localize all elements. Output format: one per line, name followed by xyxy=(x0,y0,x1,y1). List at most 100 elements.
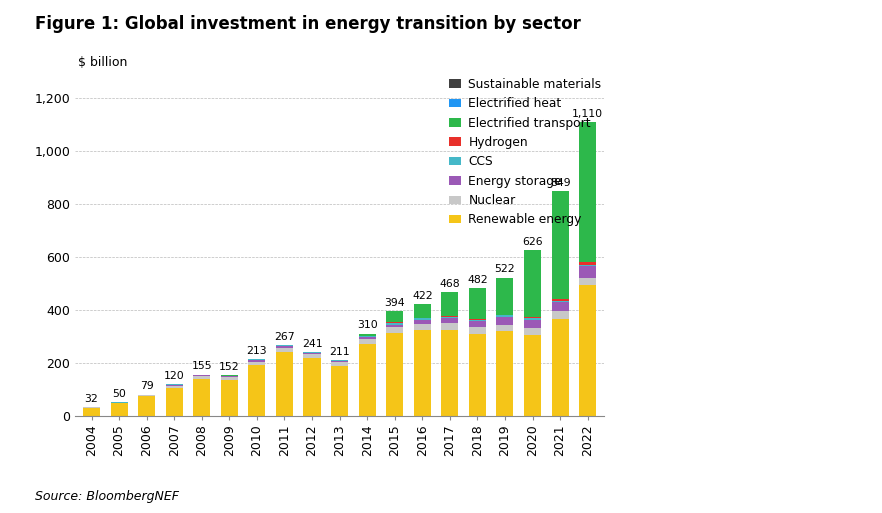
Bar xyxy=(303,353,320,354)
Bar xyxy=(386,325,403,327)
Bar xyxy=(386,333,403,416)
Text: 482: 482 xyxy=(467,275,488,285)
Bar xyxy=(193,377,210,379)
Bar xyxy=(441,317,459,319)
Bar xyxy=(469,320,486,322)
Bar xyxy=(469,319,486,320)
Bar xyxy=(193,375,210,376)
Bar xyxy=(469,322,486,327)
Bar xyxy=(441,319,459,323)
Bar xyxy=(441,323,459,330)
Text: 1,110: 1,110 xyxy=(572,109,603,119)
Bar xyxy=(579,263,596,265)
Bar xyxy=(249,360,265,362)
Bar xyxy=(414,320,430,324)
Bar xyxy=(551,301,569,302)
Bar xyxy=(579,278,596,285)
Bar xyxy=(524,318,541,319)
Bar xyxy=(138,395,155,397)
Text: 211: 211 xyxy=(329,347,350,357)
Bar xyxy=(359,344,376,416)
Bar xyxy=(249,365,265,416)
Text: 120: 120 xyxy=(164,370,184,381)
Bar xyxy=(386,327,403,333)
Bar xyxy=(249,362,265,365)
Bar xyxy=(469,333,486,416)
Bar xyxy=(166,386,183,388)
Bar xyxy=(551,191,569,299)
Text: 422: 422 xyxy=(412,291,432,301)
Bar xyxy=(551,319,569,416)
Bar xyxy=(414,324,430,330)
Bar xyxy=(469,288,486,319)
Bar xyxy=(166,385,183,386)
Text: 849: 849 xyxy=(549,178,571,188)
Bar xyxy=(276,345,293,346)
Text: 267: 267 xyxy=(274,332,295,342)
Bar xyxy=(386,323,403,325)
Text: Source: BloombergNEF: Source: BloombergNEF xyxy=(35,490,179,503)
Bar xyxy=(276,352,293,416)
Bar xyxy=(331,360,348,361)
Bar xyxy=(83,408,100,416)
Bar xyxy=(497,325,513,331)
Bar xyxy=(110,403,128,416)
Bar xyxy=(276,348,293,352)
Bar xyxy=(331,362,348,366)
Text: 394: 394 xyxy=(385,298,405,308)
Text: 155: 155 xyxy=(191,361,212,371)
Bar xyxy=(469,327,486,333)
Bar xyxy=(551,311,569,319)
Bar xyxy=(220,377,238,380)
Bar xyxy=(331,366,348,416)
Bar xyxy=(579,265,596,266)
Text: 152: 152 xyxy=(219,362,240,372)
Legend: Sustainable materials, Electrified heat, Electrified transport, Hydrogen, CCS, E: Sustainable materials, Electrified heat,… xyxy=(449,78,602,226)
Bar xyxy=(220,376,238,377)
Bar xyxy=(166,384,183,385)
Bar xyxy=(359,336,376,337)
Bar xyxy=(579,285,596,416)
Bar xyxy=(303,354,320,359)
Bar xyxy=(359,333,376,336)
Bar xyxy=(414,318,430,320)
Bar xyxy=(303,359,320,416)
Bar xyxy=(441,292,459,316)
Bar xyxy=(414,304,430,318)
Bar xyxy=(497,331,513,416)
Bar xyxy=(166,388,183,416)
Bar xyxy=(524,250,541,318)
Bar xyxy=(579,266,596,278)
Text: Figure 1: Global investment in energy transition by sector: Figure 1: Global investment in energy tr… xyxy=(35,15,581,33)
Bar xyxy=(303,352,320,353)
Bar xyxy=(524,328,541,335)
Bar xyxy=(193,376,210,377)
Text: 626: 626 xyxy=(522,237,542,247)
Bar xyxy=(83,407,100,408)
Bar xyxy=(386,311,403,323)
Text: 79: 79 xyxy=(139,382,153,391)
Bar xyxy=(138,397,155,416)
Bar xyxy=(193,379,210,416)
Text: 310: 310 xyxy=(356,321,377,330)
Text: $ billion: $ billion xyxy=(78,56,127,69)
Bar xyxy=(497,318,513,325)
Bar xyxy=(524,319,541,320)
Text: 32: 32 xyxy=(85,394,99,404)
Bar xyxy=(524,320,541,328)
Bar xyxy=(359,339,376,344)
Bar xyxy=(441,316,459,317)
Text: 522: 522 xyxy=(495,264,515,274)
Bar xyxy=(497,315,513,318)
Bar xyxy=(359,337,376,339)
Bar xyxy=(414,330,430,416)
Bar xyxy=(551,299,569,301)
Text: 468: 468 xyxy=(439,279,460,289)
Bar xyxy=(220,380,238,416)
Bar xyxy=(276,346,293,348)
Bar xyxy=(331,361,348,362)
Bar xyxy=(579,122,596,263)
Bar xyxy=(524,335,541,416)
Bar xyxy=(497,278,513,315)
Text: 213: 213 xyxy=(247,346,267,356)
